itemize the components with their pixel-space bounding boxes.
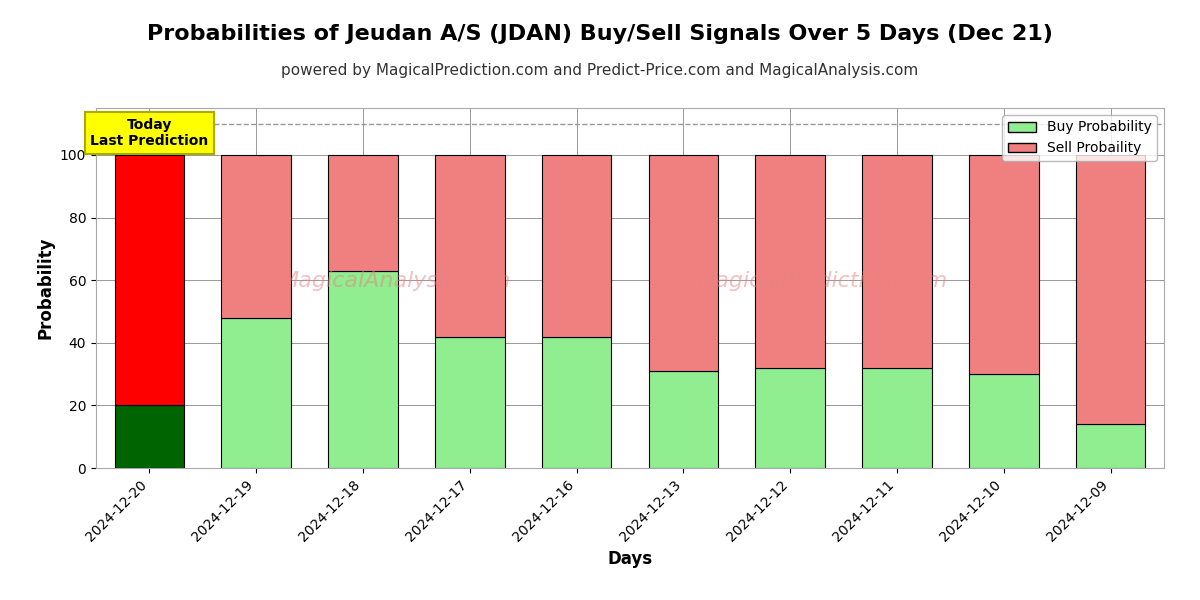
Y-axis label: Probability: Probability bbox=[36, 237, 54, 339]
Text: powered by MagicalPrediction.com and Predict-Price.com and MagicalAnalysis.com: powered by MagicalPrediction.com and Pre… bbox=[281, 63, 919, 78]
Text: MagicalAnalysis.com: MagicalAnalysis.com bbox=[280, 271, 511, 291]
Text: Probabilities of Jeudan A/S (JDAN) Buy/Sell Signals Over 5 Days (Dec 21): Probabilities of Jeudan A/S (JDAN) Buy/S… bbox=[148, 24, 1052, 44]
Bar bbox=[649, 155, 718, 371]
Bar bbox=[115, 406, 184, 468]
Bar bbox=[863, 155, 931, 368]
Text: MagicalPrediction.com: MagicalPrediction.com bbox=[697, 271, 948, 291]
Bar bbox=[542, 155, 611, 337]
Bar bbox=[970, 374, 1038, 468]
Bar bbox=[649, 371, 718, 468]
Bar bbox=[970, 155, 1038, 374]
Text: Today
Last Prediction: Today Last Prediction bbox=[90, 118, 209, 148]
Bar bbox=[329, 271, 397, 468]
Bar bbox=[542, 337, 611, 468]
Bar bbox=[115, 155, 184, 406]
Bar bbox=[436, 337, 504, 468]
Legend: Buy Probability, Sell Probaility: Buy Probability, Sell Probaility bbox=[1002, 115, 1157, 161]
Bar bbox=[436, 155, 504, 337]
Bar bbox=[863, 368, 931, 468]
Bar bbox=[1076, 155, 1145, 424]
Bar bbox=[1076, 424, 1145, 468]
Bar bbox=[222, 318, 290, 468]
X-axis label: Days: Days bbox=[607, 550, 653, 568]
Bar bbox=[756, 368, 824, 468]
Bar bbox=[329, 155, 397, 271]
Bar bbox=[756, 155, 824, 368]
Bar bbox=[222, 155, 290, 318]
